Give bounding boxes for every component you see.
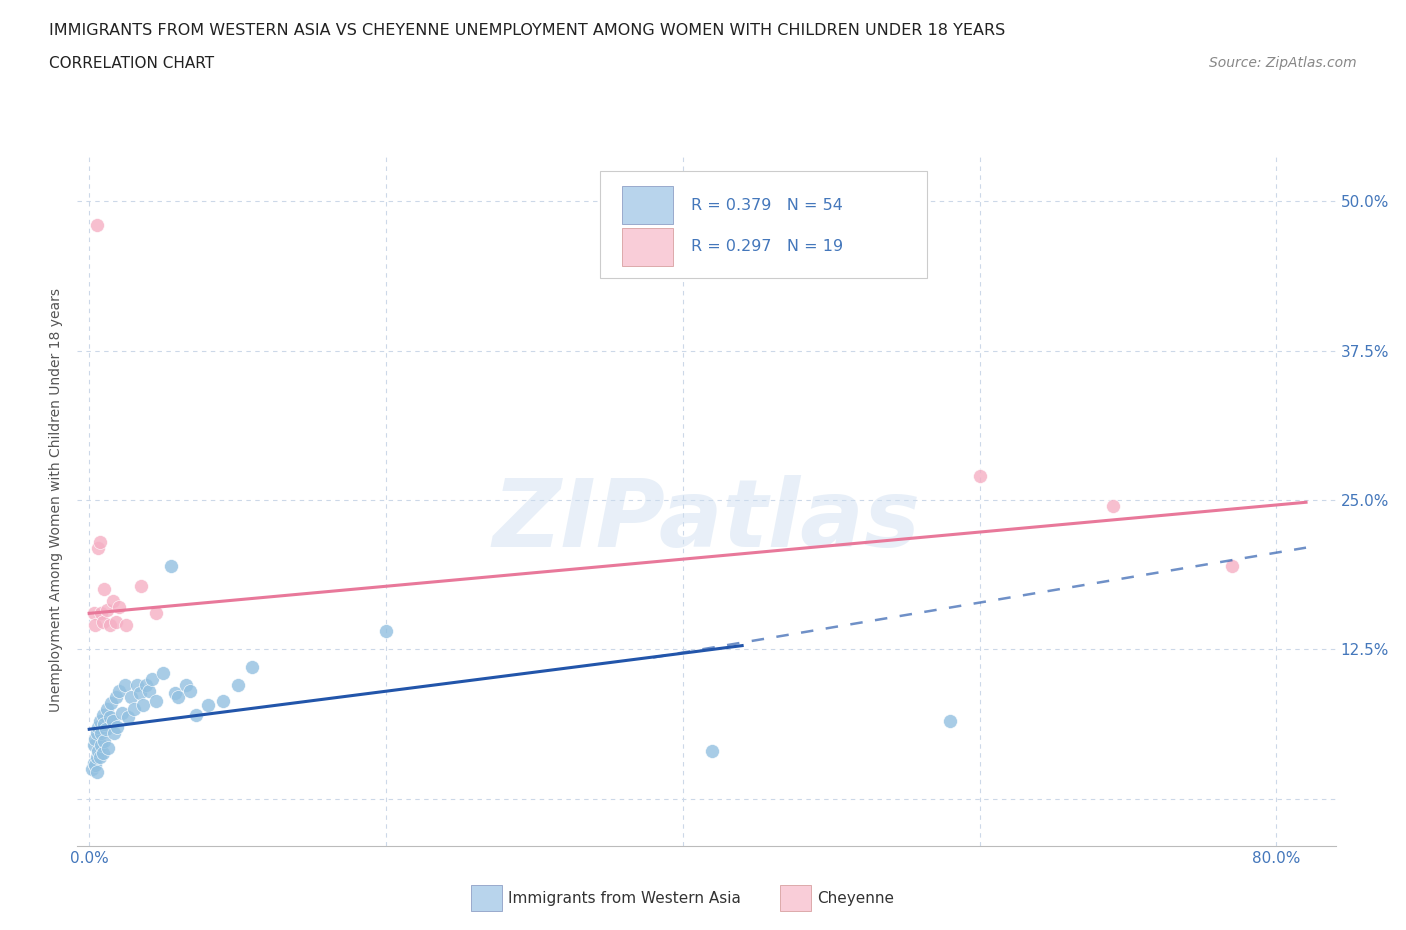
Text: R = 0.297   N = 19: R = 0.297 N = 19	[692, 239, 844, 254]
Point	[101, 713, 124, 728]
Point	[86, 725, 108, 740]
Text: Source: ZipAtlas.com: Source: ZipAtlas.com	[1209, 56, 1357, 70]
Text: R = 0.379   N = 54: R = 0.379 N = 54	[692, 197, 844, 213]
Point	[125, 678, 148, 693]
Text: IMMIGRANTS FROM WESTERN ASIA VS CHEYENNE UNEMPLOYMENT AMONG WOMEN WITH CHILDREN : IMMIGRANTS FROM WESTERN ASIA VS CHEYENNE…	[49, 23, 1005, 38]
FancyBboxPatch shape	[623, 186, 672, 224]
Point	[83, 755, 105, 770]
Point	[226, 678, 249, 693]
Point	[242, 659, 264, 674]
Point	[152, 666, 174, 681]
Point	[969, 469, 991, 484]
Point	[131, 698, 153, 712]
Point	[167, 689, 190, 704]
Point	[122, 701, 145, 716]
Point	[165, 686, 187, 701]
Point	[87, 720, 110, 735]
Point	[105, 720, 128, 735]
Point	[197, 698, 219, 712]
Point	[86, 750, 108, 764]
Point	[98, 618, 121, 632]
Point	[145, 606, 167, 621]
Text: Cheyenne: Cheyenne	[817, 891, 894, 906]
Point	[84, 618, 107, 632]
Point	[211, 693, 233, 708]
Point	[89, 713, 111, 728]
Point	[159, 558, 181, 573]
Point	[93, 582, 115, 597]
Point	[96, 603, 118, 618]
Point	[84, 731, 107, 746]
Point	[141, 671, 163, 686]
Point	[145, 693, 167, 708]
Point	[89, 534, 111, 549]
Point	[83, 606, 105, 621]
Point	[104, 689, 127, 704]
Point	[103, 725, 125, 740]
Point	[90, 606, 112, 621]
Point	[114, 678, 136, 693]
Point	[90, 725, 112, 740]
FancyBboxPatch shape	[623, 228, 672, 266]
Point	[82, 762, 104, 777]
Point	[174, 678, 197, 693]
Point	[1220, 558, 1243, 573]
Point	[702, 743, 724, 758]
Point	[94, 722, 117, 737]
Point	[87, 540, 110, 555]
Text: CORRELATION CHART: CORRELATION CHART	[49, 56, 214, 71]
Point	[129, 578, 152, 593]
Point	[135, 678, 157, 693]
Point	[108, 684, 131, 698]
Point	[90, 737, 112, 752]
Point	[115, 618, 138, 632]
Point	[184, 708, 207, 723]
Point	[179, 684, 201, 698]
Point	[939, 713, 962, 728]
Point	[1102, 498, 1125, 513]
Point	[84, 758, 107, 773]
Point	[101, 594, 124, 609]
Point	[93, 734, 115, 749]
Point	[375, 624, 398, 639]
Point	[93, 717, 115, 732]
Point	[89, 750, 111, 764]
Point	[104, 615, 127, 630]
Point	[117, 710, 139, 724]
Point	[91, 708, 114, 723]
Point	[100, 696, 122, 711]
FancyBboxPatch shape	[599, 171, 927, 278]
Point	[111, 705, 134, 720]
Point	[96, 701, 118, 716]
Point	[86, 764, 108, 779]
Point	[91, 746, 114, 761]
Point	[120, 689, 142, 704]
Point	[128, 686, 150, 701]
Point	[108, 600, 131, 615]
Point	[138, 684, 160, 698]
Point	[87, 743, 110, 758]
Point	[83, 737, 105, 752]
Point	[91, 615, 114, 630]
Point	[86, 218, 108, 232]
Y-axis label: Unemployment Among Women with Children Under 18 years: Unemployment Among Women with Children U…	[49, 288, 63, 711]
Text: ZIPatlas: ZIPatlas	[492, 474, 921, 566]
Point	[97, 741, 120, 756]
Text: Immigrants from Western Asia: Immigrants from Western Asia	[508, 891, 741, 906]
Point	[98, 710, 121, 724]
